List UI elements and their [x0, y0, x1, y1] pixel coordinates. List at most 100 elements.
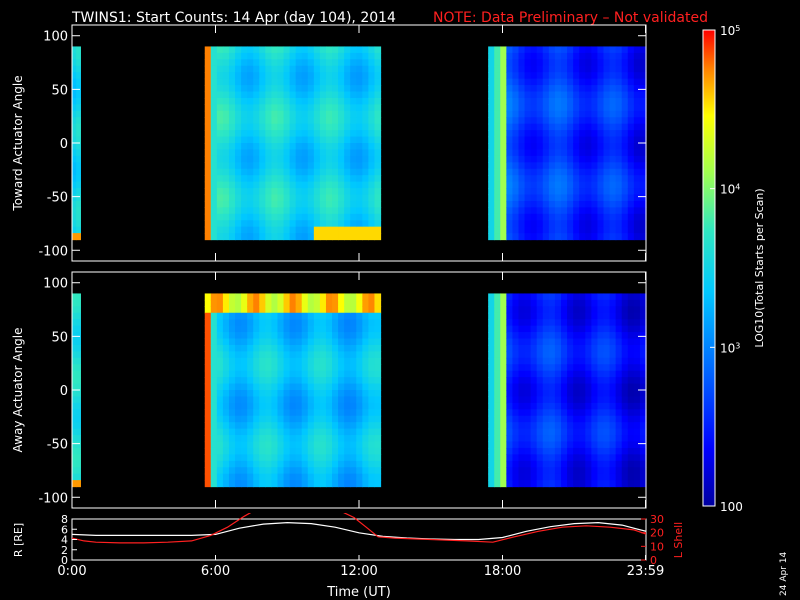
- heatmap-cell: [76, 155, 81, 163]
- heatmap-cell: [241, 194, 248, 202]
- heatmap-cell: [512, 194, 520, 202]
- heatmap-cell: [350, 473, 357, 481]
- heatmap-cell: [488, 325, 495, 333]
- heatmap-cell: [561, 293, 568, 301]
- heatmap-cell: [573, 344, 580, 352]
- heatmap-cell: [512, 338, 520, 346]
- heatmap-cell: [235, 370, 242, 378]
- heatmap-cell: [573, 441, 580, 449]
- y-tick-label: 100: [43, 30, 68, 45]
- heatmap-cell: [494, 344, 501, 352]
- heatmap-cell: [639, 293, 647, 301]
- heatmap-cell: [271, 383, 279, 391]
- heatmap-cell: [271, 130, 279, 138]
- heatmap-cell: [603, 46, 611, 54]
- heatmap-cell: [295, 435, 303, 443]
- heatmap-cell: [542, 226, 550, 234]
- heatmap-cell: [210, 91, 218, 99]
- heatmap-cell: [307, 97, 315, 105]
- heatmap-cell: [72, 441, 77, 449]
- heatmap-cell: [633, 168, 641, 176]
- heatmap-cell: [506, 155, 514, 163]
- heatmap-cell: [301, 117, 309, 125]
- heatmap-cell: [253, 447, 260, 455]
- heatmap-cell: [253, 213, 260, 221]
- heatmap-cell: [530, 143, 538, 151]
- heatmap-cell: [72, 194, 77, 202]
- heatmap-cell: [579, 344, 586, 352]
- heatmap-cell: [332, 149, 339, 157]
- heatmap-cell: [332, 409, 339, 417]
- heatmap-cell: [313, 447, 321, 455]
- heatmap-cell: [76, 306, 81, 314]
- heatmap-cell: [283, 370, 291, 378]
- heatmap-cell: [216, 233, 224, 241]
- heatmap-cell: [579, 377, 586, 385]
- heatmap-cell: [76, 480, 81, 488]
- heatmap-cell: [338, 312, 345, 320]
- heatmap-cell: [542, 357, 550, 365]
- heatmap-cell: [204, 293, 212, 301]
- heatmap-cell: [271, 233, 279, 241]
- heatmap-cell: [494, 332, 501, 340]
- heatmap-cell: [524, 162, 532, 170]
- heatmap-cell: [307, 402, 315, 410]
- heatmap-cell: [222, 473, 230, 481]
- heatmap-cell: [332, 168, 339, 176]
- heatmap-cell: [585, 233, 592, 241]
- heatmap-cell: [259, 390, 266, 398]
- heatmap-cell: [235, 332, 242, 340]
- heatmap-cell: [344, 110, 351, 118]
- heatmap-cell: [283, 207, 291, 215]
- heatmap-cell: [222, 104, 230, 112]
- heatmap-cell: [72, 383, 77, 391]
- heatmap-cell: [627, 188, 635, 196]
- heatmap-cell: [253, 188, 260, 196]
- heatmap-cell: [301, 149, 309, 157]
- heatmap-cell: [277, 149, 285, 157]
- heatmap-cell: [585, 213, 592, 221]
- heatmap-cell: [524, 364, 532, 372]
- heatmap-cell: [222, 46, 230, 54]
- heatmap-cell: [518, 306, 526, 314]
- heatmap-cell: [228, 306, 236, 314]
- heatmap-cell: [615, 467, 623, 475]
- heatmap-cell: [579, 233, 586, 241]
- heatmap-cell: [603, 149, 611, 157]
- heatmap-cell: [228, 110, 236, 118]
- heatmap-cell: [313, 123, 321, 131]
- heatmap-cell: [313, 136, 321, 144]
- heatmap-cell: [524, 143, 532, 151]
- heatmap-cell: [241, 97, 248, 105]
- heatmap-cell: [350, 441, 357, 449]
- heatmap-cell: [76, 390, 81, 398]
- heatmap-cell: [536, 65, 544, 73]
- heatmap-cell: [277, 293, 285, 301]
- heatmap-cell: [500, 46, 507, 54]
- heatmap-cell: [506, 233, 514, 241]
- heatmap-cell: [542, 409, 550, 417]
- heatmap-cell: [512, 454, 520, 462]
- heatmap-cell: [585, 220, 592, 228]
- heatmap-cell: [374, 338, 382, 346]
- heatmap-cell: [362, 52, 369, 60]
- heatmap-cell: [356, 207, 363, 215]
- heatmap-cell: [512, 143, 520, 151]
- heatmap-cell: [542, 155, 550, 163]
- heatmap-cell: [368, 344, 376, 352]
- heatmap-cell: [548, 168, 556, 176]
- heatmap-cell: [235, 65, 242, 73]
- heatmap-cell: [518, 226, 526, 234]
- heatmap-cell: [271, 460, 279, 468]
- heatmap-cell: [548, 188, 556, 196]
- heatmap-cell: [627, 332, 635, 340]
- heatmap-cell: [338, 130, 345, 138]
- heatmap-cell: [356, 175, 363, 183]
- heatmap-cell: [271, 396, 279, 404]
- heatmap-cell: [542, 422, 550, 430]
- heatmap-cell: [76, 72, 81, 80]
- heatmap-cell: [633, 319, 641, 327]
- heatmap-cell: [554, 473, 562, 481]
- heatmap-cell: [621, 402, 629, 410]
- heatmap-cell: [210, 357, 218, 365]
